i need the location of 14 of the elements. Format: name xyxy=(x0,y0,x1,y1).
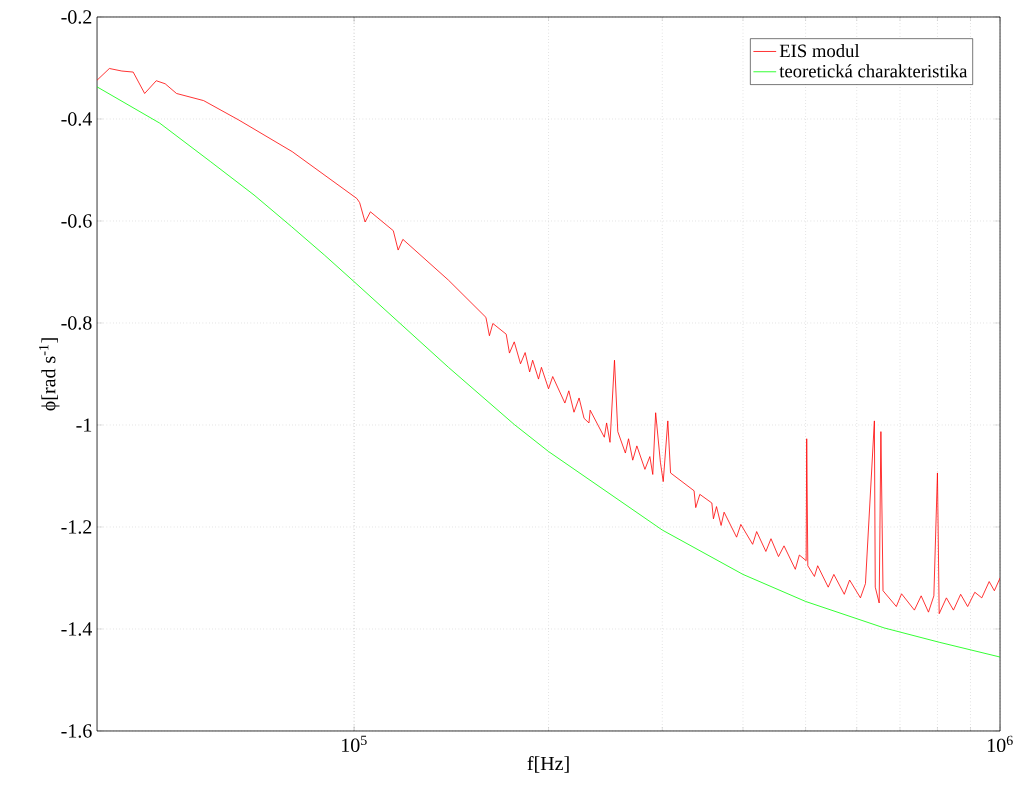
y-tick-label: -0.8 xyxy=(61,316,92,330)
legend-label: teoretická charakteristika xyxy=(779,64,968,78)
y-tick-label: -0.4 xyxy=(61,112,93,126)
x-tick-label: 10$^{6}$ xyxy=(987,735,1013,753)
y-tick-label: -1 xyxy=(76,418,92,432)
legend-label: EIS modul xyxy=(779,43,860,58)
y-tick-label: -0.2 xyxy=(61,10,92,24)
y-tick-label: -1.4 xyxy=(61,622,93,636)
y-tick-label: -0.6 xyxy=(61,214,92,228)
y-tick-label: -1.6 xyxy=(61,724,92,738)
y-tick-label: -1.2 xyxy=(61,520,92,534)
x-axis-title: f[Hz] xyxy=(527,755,569,773)
x-tick-label: 10$^{5}$ xyxy=(342,735,367,753)
y-axis-title: ϕ[rad s$^{-1}$] xyxy=(39,338,60,411)
